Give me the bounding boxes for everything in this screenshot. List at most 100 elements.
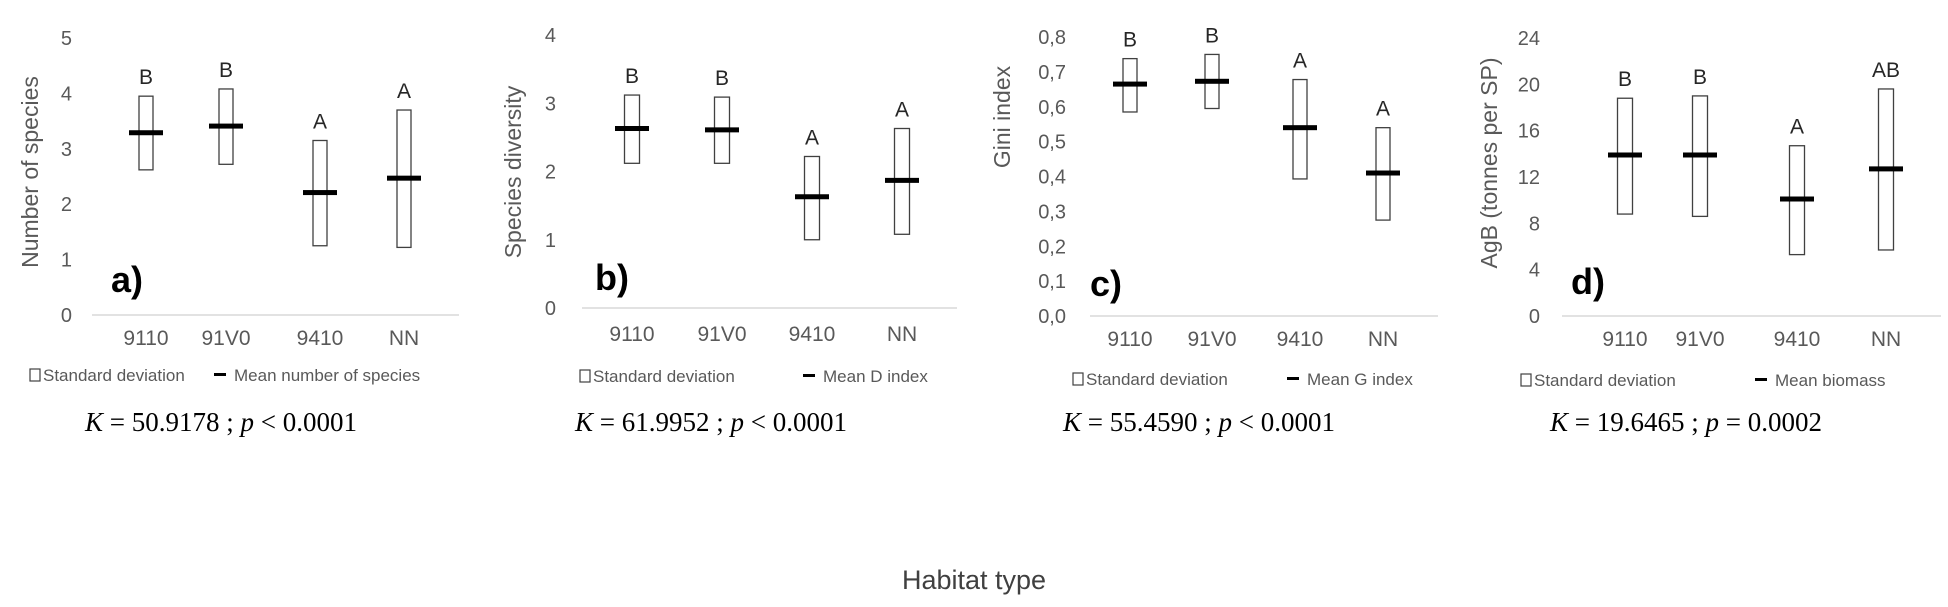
stat-value: = 50.9178 ;	[103, 407, 240, 437]
group-letter: A	[1790, 116, 1804, 139]
kruskal-stats: K = 61.9952 ; p < 0.0001	[574, 407, 847, 437]
mean-bar	[1195, 78, 1229, 84]
y-tick-label: 3	[61, 139, 72, 161]
y-tick-label: 8	[1529, 213, 1540, 235]
group-letter: B	[625, 65, 639, 88]
y-tick-label: 0	[545, 298, 556, 320]
stat-symbol: p	[729, 407, 745, 437]
mean-bar	[615, 126, 649, 132]
y-axis-label: Number of species	[17, 76, 43, 268]
kruskal-stats: K = 19.6465 ; p = 0.0002	[1549, 407, 1822, 437]
y-tick-label: 0,2	[1038, 236, 1066, 258]
group-letter: B	[219, 59, 233, 82]
legend-mean-swatch	[1755, 378, 1767, 381]
mean-bar	[1608, 152, 1642, 158]
legend-sd-label: Standard deviation	[1086, 370, 1228, 389]
x-tick-label: NN	[887, 323, 917, 346]
y-tick-label: 24	[1518, 28, 1540, 50]
y-tick-label: 0,1	[1038, 271, 1066, 293]
panel-label: d)	[1571, 261, 1605, 302]
panel-label: a)	[111, 259, 143, 300]
y-tick-label: 4	[545, 25, 556, 47]
kruskal-stats: K = 50.9178 ; p < 0.0001	[84, 407, 357, 437]
legend-mean-swatch	[803, 374, 815, 377]
stat-value: = 61.9952 ;	[593, 407, 730, 437]
panel-label: c)	[1090, 263, 1122, 304]
group-letter: A	[1376, 98, 1390, 121]
x-tick-label: 9410	[297, 327, 344, 350]
stat-symbol: p	[239, 407, 255, 437]
stat-value: < 0.0001	[254, 407, 357, 437]
y-tick-label: 12	[1518, 167, 1540, 189]
y-tick-label: 0,3	[1038, 201, 1066, 223]
group-letter: B	[1693, 66, 1707, 89]
legend-mean-swatch	[1287, 377, 1299, 380]
stat-value: = 19.6465 ;	[1568, 407, 1705, 437]
y-tick-label: 0,4	[1038, 167, 1066, 189]
legend-sd-swatch	[579, 369, 591, 383]
y-tick-label: 0,5	[1038, 132, 1066, 154]
y-tick-label: 4	[61, 83, 72, 105]
y-tick-label: 1	[61, 250, 72, 272]
stat-value: = 55.4590 ;	[1081, 407, 1218, 437]
stat-symbol: K	[574, 407, 595, 437]
group-letter: B	[1205, 24, 1219, 47]
group-letter: A	[1293, 50, 1307, 73]
x-tick-label: 9110	[123, 327, 168, 350]
legend-sd-swatch	[1520, 373, 1532, 387]
y-tick-label: 0,0	[1038, 306, 1066, 328]
x-tick-label: 91V0	[1187, 328, 1236, 351]
stat-value: = 0.0002	[1719, 407, 1822, 437]
x-tick-label: NN	[1871, 328, 1901, 351]
legend-sd-swatch	[1072, 372, 1084, 386]
x-tick-label: NN	[389, 327, 419, 350]
y-tick-label: 0,6	[1038, 97, 1066, 119]
y-tick-label: 0,7	[1038, 62, 1066, 84]
chart-panel-2: 0 1 2 3 4 Species diversity B 9110 B 91V0 A 9410 A NN…	[500, 25, 957, 437]
mean-bar	[387, 175, 421, 181]
x-tick-label: 9410	[1277, 328, 1324, 351]
group-letter: AB	[1872, 59, 1900, 82]
legend-sd-swatch	[29, 368, 41, 382]
y-tick-label: 0,8	[1038, 27, 1066, 49]
group-letter: B	[1123, 29, 1137, 52]
kruskal-stats: K = 55.4590 ; p < 0.0001	[1062, 407, 1335, 437]
legend-mean-label: Mean number of species	[234, 366, 420, 385]
group-letter: A	[895, 99, 909, 122]
mean-bar	[705, 127, 739, 133]
legend-sd-label: Standard deviation	[43, 366, 185, 385]
stat-symbol: p	[1704, 407, 1720, 437]
x-tick-label: 91V0	[1675, 328, 1724, 351]
legend-mean-swatch	[214, 373, 226, 376]
y-tick-label: 4	[1529, 260, 1540, 282]
group-letter: B	[715, 67, 729, 90]
mean-bar	[1283, 125, 1317, 131]
mean-bar	[129, 130, 163, 136]
x-tick-label: 91V0	[697, 323, 746, 346]
mean-bar	[885, 177, 919, 183]
group-letter: A	[397, 80, 411, 103]
mean-bar	[795, 194, 829, 200]
legend-sd-label: Standard deviation	[1534, 371, 1676, 390]
x-tick-label: NN	[1368, 328, 1398, 351]
chart-panel-4: 0 4 8 12 16 20 24 AgB (tonnes per SP) B 9110 B 91V0…	[1476, 28, 1941, 437]
y-tick-label: 2	[61, 194, 72, 216]
chart-panel-3: 0,0 0,1 0,2 0,3 0,4 0,5 0,6 0,7 0,8 Gini index B 91…	[989, 24, 1438, 437]
mean-bar	[1869, 166, 1903, 172]
mean-bar	[1683, 152, 1717, 158]
y-axis-label: AgB (tonnes per SP)	[1476, 58, 1502, 269]
x-tick-label: 9110	[1107, 328, 1152, 351]
mean-bar	[1780, 196, 1814, 202]
x-tick-label: 9410	[789, 323, 836, 346]
mean-bar	[1113, 81, 1147, 87]
stat-symbol: K	[1549, 407, 1570, 437]
group-letter: B	[139, 66, 153, 89]
mean-bar	[1366, 170, 1400, 176]
x-tick-label: 9110	[609, 323, 654, 346]
y-axis-label: Gini index	[989, 65, 1015, 168]
group-letter: A	[805, 126, 819, 149]
x-tick-label: 91V0	[201, 327, 250, 350]
y-tick-label: 5	[61, 28, 72, 50]
legend-mean-label: Mean G index	[1307, 370, 1413, 389]
